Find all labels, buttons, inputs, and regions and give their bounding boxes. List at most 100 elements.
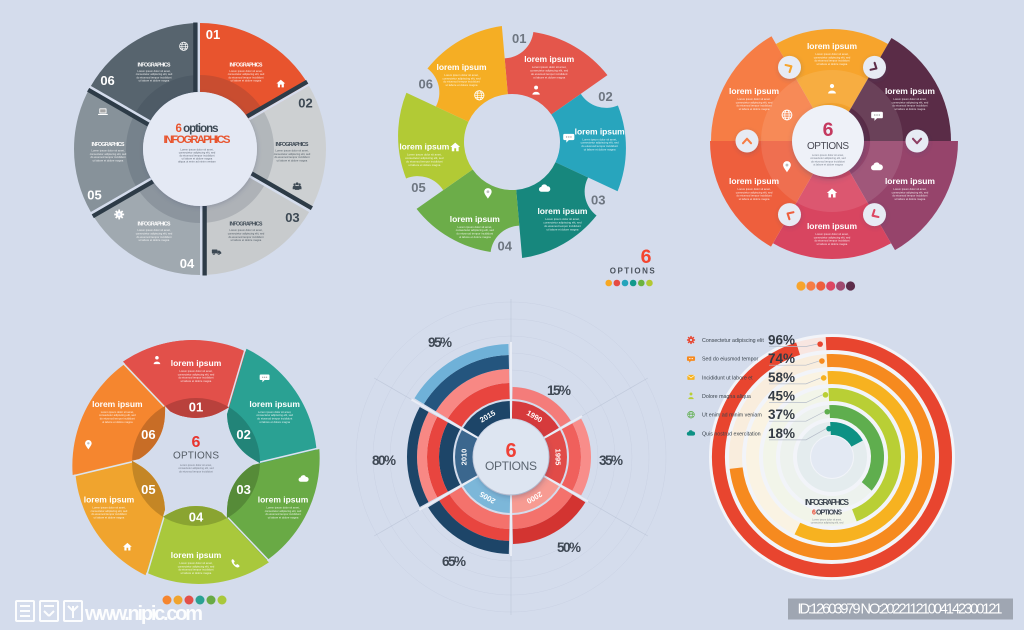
svg-text:do eiusmod tempor incididunt: do eiusmod tempor incididunt xyxy=(257,417,292,421)
svg-text:ut labore et dolore magna: ut labore et dolore magna xyxy=(181,571,212,575)
svg-text:05: 05 xyxy=(411,180,425,195)
svg-text:6 options: 6 options xyxy=(176,123,219,135)
svg-text:ut labore et dolore magna: ut labore et dolore magna xyxy=(817,242,848,246)
svg-text:consectetur adipiscing elit, s: consectetur adipiscing elit, sed xyxy=(99,413,136,417)
svg-text:ut labore et dolore magna: ut labore et dolore magna xyxy=(94,515,125,519)
svg-text:Lorem ipsum dolor sit amet,: Lorem ipsum dolor sit amet, xyxy=(407,153,442,157)
svg-text:consectetur adipiscing elit, s: consectetur adipiscing elit, sed xyxy=(91,509,128,513)
svg-text:consectetur adipiscing elit, s: consectetur adipiscing elit, sed xyxy=(256,413,293,417)
svg-text:OPTIONS: OPTIONS xyxy=(807,141,849,152)
svg-text:01: 01 xyxy=(206,27,220,42)
svg-text:lorem ipsum: lorem ipsum xyxy=(575,126,625,136)
svg-text:Lorem ipsum dolor sit amet,: Lorem ipsum dolor sit amet, xyxy=(545,217,580,221)
svg-text:INFOGRAPHICS: INFOGRAPHICS xyxy=(138,222,172,228)
svg-text:74%: 74% xyxy=(768,351,795,366)
svg-text:Lorem ipsum dolor sit amet,: Lorem ipsum dolor sit amet, xyxy=(582,137,617,141)
svg-text:lorem ipsum: lorem ipsum xyxy=(537,206,587,216)
svg-text:do eiusmod tempor incididunt: do eiusmod tempor incididunt xyxy=(274,155,309,159)
svg-text:lorem ipsum: lorem ipsum xyxy=(84,495,135,505)
svg-text:Lorem ipsum dolor sit amet,: Lorem ipsum dolor sit amet, xyxy=(893,97,926,101)
svg-text:05: 05 xyxy=(87,187,101,202)
svg-text:INFOGRAPHICS: INFOGRAPHICS xyxy=(230,62,264,68)
svg-text:ut labore et dolore magna: ut labore et dolore magna xyxy=(268,515,299,519)
svg-text:ID:12603979 NO:202211210041423: ID:12603979 NO:20221121004142300121 xyxy=(798,602,1003,618)
svg-text:ut labore et dolore magna: ut labore et dolore magna xyxy=(584,148,616,152)
svg-text:lorem ipsum: lorem ipsum xyxy=(807,41,857,51)
svg-text:06: 06 xyxy=(419,76,433,91)
svg-text:ut labore et dolore magna: ut labore et dolore magna xyxy=(139,79,170,83)
svg-text:consectetur adipiscing elit, s: consectetur adipiscing elit, sed xyxy=(892,190,929,194)
svg-text:ut labore et dolore magna: ut labore et dolore magna xyxy=(259,420,290,424)
svg-text:65%: 65% xyxy=(442,554,466,569)
svg-text:ut labore et dolore magna: ut labore et dolore magna xyxy=(139,238,170,242)
svg-text:consectetur adipiscing elit, s: consectetur adipiscing elit, sed xyxy=(814,235,851,239)
svg-text:6: 6 xyxy=(641,246,652,268)
svg-text:do eiusmod tempor incididunt: do eiusmod tempor incididunt xyxy=(737,194,772,198)
svg-text:OPTIONS: OPTIONS xyxy=(173,451,219,462)
svg-text:02: 02 xyxy=(598,89,612,104)
svg-text:INFOGRAPHICS: INFOGRAPHICS xyxy=(276,142,310,148)
svg-text:INFOGRAPHICS: INFOGRAPHICS xyxy=(92,142,126,148)
svg-text:consectetur adipiscing elit, s: consectetur adipiscing elit, sed xyxy=(892,100,929,104)
svg-text:95%: 95% xyxy=(428,335,452,350)
svg-text:lorem ipsum: lorem ipsum xyxy=(399,142,449,152)
svg-text:do eiusmod tempor incididunt: do eiusmod tempor incididunt xyxy=(892,104,927,108)
svg-text:45%: 45% xyxy=(768,389,795,404)
svg-text:ut labore et dolore magna: ut labore et dolore magna xyxy=(547,227,579,231)
svg-text:Lorem ipsum dolor sit amet,: Lorem ipsum dolor sit amet, xyxy=(893,187,926,191)
svg-text:lorem ipsum: lorem ipsum xyxy=(729,176,779,186)
svg-text:aliqua ut enim ad minim veniam: aliqua ut enim ad minim veniam xyxy=(178,159,217,163)
svg-text:Ut enim ad minim veniam: Ut enim ad minim veniam xyxy=(702,413,762,419)
svg-text:Incididunt ut labore et: Incididunt ut labore et xyxy=(702,375,753,381)
svg-text:ut labore et dolore magna: ut labore et dolore magna xyxy=(739,107,770,111)
svg-text:do eiusmod tempor incididunt: do eiusmod tempor incididunt xyxy=(179,153,214,157)
svg-text:Lorem ipsum dolor sit amet,: Lorem ipsum dolor sit amet, xyxy=(815,232,848,236)
svg-text:ut labore et dolore magna: ut labore et dolore magna xyxy=(231,238,262,242)
svg-text:Lorem ipsum dolor sit amet,: Lorem ipsum dolor sit amet, xyxy=(179,369,212,373)
svg-text:Lorem ipsum dolor sit amet,: Lorem ipsum dolor sit amet, xyxy=(101,410,134,414)
svg-text:consectetur adipiscing elit, s: consectetur adipiscing elit, sed xyxy=(543,220,582,224)
svg-text:INFOGRAPHICS: INFOGRAPHICS xyxy=(230,222,264,228)
svg-text:1995: 1995 xyxy=(553,449,562,466)
svg-text:ut labore et dolore magna: ut labore et dolore magna xyxy=(817,62,848,66)
svg-text:ut labore et dolore magna: ut labore et dolore magna xyxy=(277,158,308,162)
svg-text:15%: 15% xyxy=(547,383,571,398)
svg-text:Lorem ipsum dolor sit amet,: Lorem ipsum dolor sit amet, xyxy=(737,187,770,191)
svg-text:consectetur adipiscing elit, s: consectetur adipiscing elit, sed xyxy=(178,564,215,568)
svg-text:do eiusmod tempor incididunt: do eiusmod tempor incididunt xyxy=(581,144,618,148)
svg-text:6: 6 xyxy=(192,434,201,451)
svg-text:50%: 50% xyxy=(557,540,581,555)
svg-text:ut labore et dolore magna: ut labore et dolore magna xyxy=(102,420,133,424)
svg-text:Lorem ipsum dolor sit amet,: Lorem ipsum dolor sit amet, xyxy=(180,463,212,467)
svg-text:do eiusmod tempor incididunt: do eiusmod tempor incididunt xyxy=(179,469,213,473)
svg-text:do eiusmod tempor incididunt: do eiusmod tempor incididunt xyxy=(90,155,125,159)
svg-text:do eiusmod tempor incididunt: do eiusmod tempor incididunt xyxy=(892,194,927,198)
svg-text:Quis nostrud exercitation: Quis nostrud exercitation xyxy=(702,431,761,437)
svg-text:Lorem ipsum dolor sit amet,: Lorem ipsum dolor sit amet, xyxy=(258,410,291,414)
svg-text:do eiusmod tempor incididunt: do eiusmod tempor incididunt xyxy=(737,104,772,108)
svg-text:ut labore et dolore magna: ut labore et dolore magna xyxy=(182,156,213,160)
svg-text:lorem ipsum: lorem ipsum xyxy=(92,399,143,409)
svg-text:80%: 80% xyxy=(372,453,396,468)
svg-text:04: 04 xyxy=(180,256,195,271)
svg-text:consectetur adipiscing elit, s: consectetur adipiscing elit, sed xyxy=(228,72,265,76)
svg-text:Lorem ipsum dolor sit amet,: Lorem ipsum dolor sit amet, xyxy=(92,506,125,510)
svg-text:02: 02 xyxy=(236,427,250,442)
svg-text:consectetur adipiscing elit, s: consectetur adipiscing elit, sed xyxy=(265,509,302,513)
svg-text:ut labore et dolore magna: ut labore et dolore magna xyxy=(408,163,440,167)
svg-text:consectetur adipiscing elit, s: consectetur adipiscing elit, sed xyxy=(179,150,216,154)
svg-text:01: 01 xyxy=(189,400,203,415)
svg-text:do eiusmod tempor incididunt: do eiusmod tempor incididunt xyxy=(814,239,849,243)
svg-text:lorem ipsum: lorem ipsum xyxy=(249,399,300,409)
svg-text:lorem ipsum: lorem ipsum xyxy=(807,221,857,231)
svg-text:lorem ipsum: lorem ipsum xyxy=(885,176,935,186)
svg-text:03: 03 xyxy=(591,193,605,208)
svg-text:ut labore et dolore magna: ut labore et dolore magna xyxy=(181,379,212,383)
svg-text:lorem ipsum: lorem ipsum xyxy=(450,214,500,224)
svg-text:18%: 18% xyxy=(768,426,795,441)
svg-text:do eiusmod tempor incididunt: do eiusmod tempor incididunt xyxy=(100,417,135,421)
svg-text:Sed do eiusmod tempor: Sed do eiusmod tempor xyxy=(702,357,758,363)
svg-text:05: 05 xyxy=(141,482,155,497)
svg-text:consectetur adipiscing elit, s: consectetur adipiscing elit, sed xyxy=(811,522,844,525)
svg-text:Lorem ipsum dolor sit amet,: Lorem ipsum dolor sit amet, xyxy=(179,561,212,565)
